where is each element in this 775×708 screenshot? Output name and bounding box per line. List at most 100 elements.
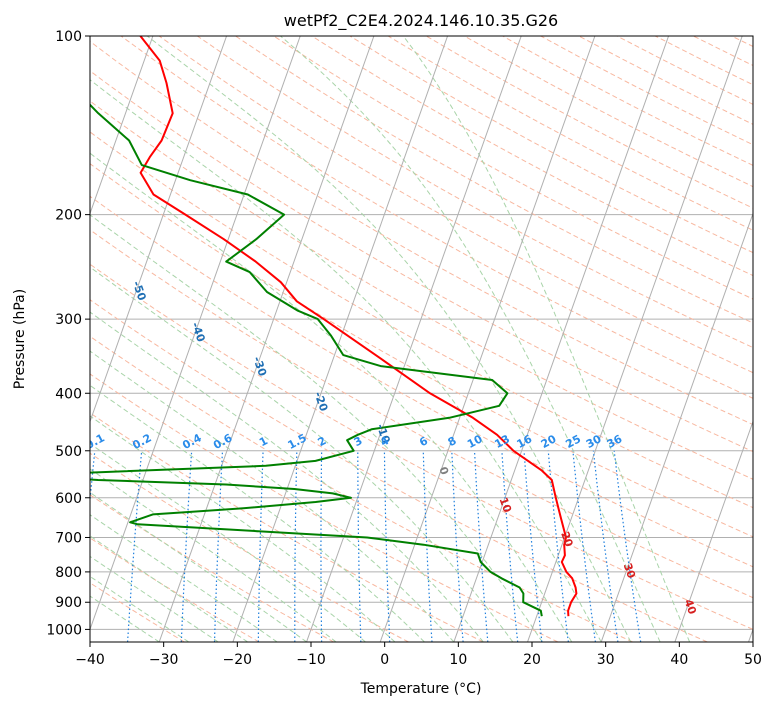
y-tick-label: 500 — [55, 444, 82, 460]
dry-adiabat — [90, 452, 409, 642]
moist-adiabat — [90, 152, 573, 642]
x-axis: −40 −30 −20 −10 0 10 20 30 40 50 — [75, 642, 762, 668]
isotherm-line — [232, 36, 449, 642]
y-tick-label: 900 — [55, 595, 82, 611]
mixing-ratio-label: 36 — [605, 432, 625, 451]
isotherm-label: -20 — [311, 390, 330, 413]
moist-adiabat — [146, 36, 632, 642]
isotherm-label: -40 — [189, 321, 208, 344]
moist-adiabat — [90, 350, 455, 642]
dry-adiabat — [120, 36, 753, 399]
mixing-ratio-line — [547, 450, 569, 642]
mixing-ratio-line — [180, 450, 193, 642]
mixing-ratio-line — [451, 450, 464, 642]
moist-adiabat — [90, 443, 366, 642]
isotherm-label: 0 — [436, 465, 451, 477]
dewpoint-line — [90, 103, 543, 617]
mixing-ratio-label: 20 — [539, 432, 559, 451]
y-axis-label: Pressure (hPa) — [12, 289, 28, 389]
mixing-ratio-label: 30 — [584, 432, 604, 451]
dry-adiabat — [90, 537, 260, 642]
mixing-ratio-line — [127, 450, 143, 642]
mixing-ratio-line — [572, 450, 596, 642]
x-axis-label: Temperature (°C) — [360, 681, 482, 697]
x-tick-label: −40 — [75, 652, 105, 668]
moist-adiabat — [90, 535, 248, 642]
isotherm-line — [90, 36, 301, 631]
y-tick-label: 1000 — [46, 622, 82, 638]
mixing-ratio-line — [613, 450, 642, 642]
x-tick-label: 20 — [523, 652, 541, 668]
temperature-line — [139, 36, 578, 617]
dry-adiabat — [90, 412, 484, 642]
mixing-ratio-label: 25 — [563, 432, 583, 451]
isotherm-label: 10 — [497, 496, 514, 515]
moist-adiabat — [90, 595, 160, 642]
dry-adiabat — [90, 229, 753, 599]
dry-adiabat — [158, 36, 753, 374]
x-tick-label: 10 — [449, 652, 467, 668]
sounding-series — [90, 36, 578, 617]
mixing-ratio-line — [422, 450, 433, 642]
isotherm-line — [600, 212, 753, 642]
isotherm-label: 40 — [682, 597, 699, 616]
mixing-ratio-line — [501, 450, 519, 642]
isotherm-line — [527, 36, 743, 642]
moist-adiabat — [280, 36, 661, 642]
mixing-ratio-label: 10 — [465, 432, 485, 451]
y-tick-label: 200 — [55, 208, 82, 224]
isotherms — [90, 36, 753, 642]
mixing-ratio-label: 16 — [515, 432, 535, 451]
x-tick-label: 50 — [744, 652, 762, 668]
x-tick-label: −20 — [223, 652, 253, 668]
dry-adiabat — [90, 40, 753, 426]
chart-title: wetPf2_C2E4.2024.146.10.35.G26 — [284, 11, 558, 31]
x-tick-label: 30 — [597, 652, 615, 668]
y-tick-label: 400 — [55, 386, 82, 402]
dry-adiabat — [90, 131, 753, 509]
mixing-ratio-lines — [90, 450, 642, 642]
isotherm-label: -50 — [130, 279, 149, 302]
isotherm-line — [379, 36, 596, 642]
plot-area: -100-90-80-70-60-50-40-30-20-10010203040… — [90, 36, 753, 642]
isotherm-label: 30 — [621, 561, 638, 580]
line-labels: -100-90-80-70-60-50-40-30-20-10010203040… — [90, 279, 699, 616]
isotherm-line — [453, 36, 670, 642]
isotherm-line — [674, 419, 753, 642]
mixing-ratio-line — [523, 450, 543, 642]
isotherm-line — [306, 36, 522, 642]
moist-adiabat — [90, 514, 278, 642]
x-tick-label: −10 — [296, 652, 326, 668]
isotherm-label: -10 — [374, 422, 393, 445]
mixing-ratio-line — [90, 450, 96, 507]
mixing-ratio-line — [473, 450, 489, 642]
isotherm-line — [90, 36, 228, 423]
moist-adiabat — [90, 214, 543, 642]
y-tick-label: 300 — [55, 312, 82, 328]
y-tick-label: 600 — [55, 491, 82, 507]
moist-adiabat — [90, 311, 484, 642]
y-tick-label: 100 — [55, 29, 82, 45]
x-tick-label: −30 — [149, 652, 179, 668]
y-tick-label: 800 — [55, 565, 82, 581]
isotherm-line — [158, 36, 375, 642]
plot-frame — [89, 35, 754, 643]
dry-adiabat — [235, 36, 753, 324]
y-axis: 100 200 300 400 500 600 700 800 900 1000 — [46, 29, 90, 638]
mixing-ratio-line — [592, 450, 619, 642]
x-tick-label: 0 — [380, 652, 389, 668]
moist-adiabat — [90, 384, 425, 642]
dry-adiabat — [90, 163, 753, 538]
moist-adiabat — [90, 266, 514, 642]
moist-adiabat — [90, 79, 602, 642]
y-tick-label: 700 — [55, 530, 82, 546]
dry-adiabat — [90, 263, 753, 630]
moist-adiabat — [90, 575, 189, 642]
x-tick-label: 40 — [670, 652, 688, 668]
mixing-ratio-label: 13 — [492, 432, 512, 451]
dry-adiabat — [197, 36, 753, 349]
moist-adiabat — [90, 555, 219, 642]
moist-adiabat — [90, 415, 396, 642]
isotherm-label: -30 — [250, 355, 269, 378]
